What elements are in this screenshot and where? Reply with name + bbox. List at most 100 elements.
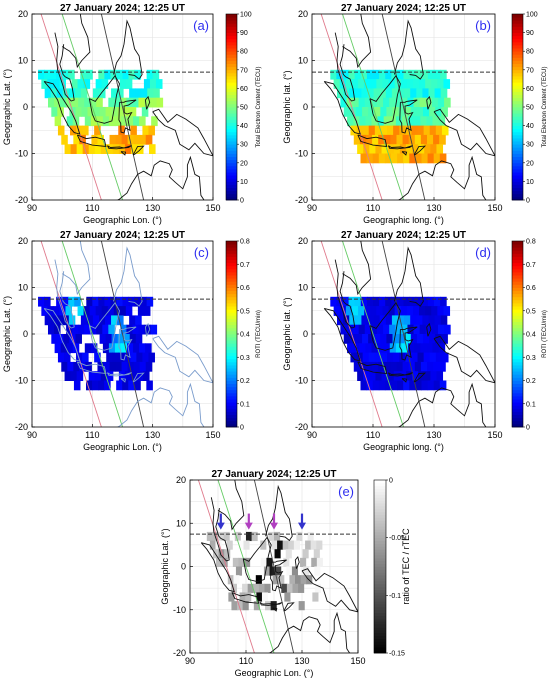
data-cell — [381, 371, 389, 381]
chart-title: 27 January 2024; 12:25 UT — [211, 469, 336, 480]
data-cell — [56, 315, 64, 326]
data-cell — [333, 79, 341, 89]
data-cell — [434, 88, 442, 99]
data-cell — [123, 107, 131, 117]
colorbar-tick-label: 0 — [240, 198, 244, 205]
data-cell — [109, 361, 117, 372]
coastline — [399, 326, 418, 361]
colorbar-tick-label: 0.8 — [240, 239, 250, 246]
colorbar-tick-label: 70 — [526, 67, 534, 74]
y-tick-label: -20 — [173, 648, 186, 658]
colorbar-segment — [226, 76, 237, 80]
colorbar-segment — [512, 318, 523, 322]
map-content — [32, 241, 213, 427]
data-cell — [47, 79, 54, 89]
colorbar-segment — [226, 303, 237, 307]
data-cell — [343, 88, 350, 99]
colorbar-segment — [512, 259, 523, 264]
data-cell — [130, 125, 137, 136]
data-cell — [427, 380, 435, 391]
colorbar-segment — [226, 293, 237, 298]
data-cell — [57, 107, 64, 117]
colorbar-segment — [374, 650, 386, 654]
pink-track-line — [320, 241, 383, 427]
data-cell — [382, 79, 390, 89]
coastline — [144, 95, 151, 110]
data-cell — [80, 69, 87, 80]
data-cell — [54, 343, 62, 354]
colorbar-segment — [512, 405, 523, 409]
data-cell — [73, 361, 80, 372]
data-cell — [258, 583, 265, 593]
data-cell — [121, 134, 129, 145]
data-cell — [422, 88, 430, 99]
colorbar-tick-label: 0.5 — [240, 308, 250, 315]
data-cell — [373, 88, 381, 99]
data-cell — [60, 343, 68, 354]
colorbar-segment — [374, 485, 386, 490]
data-cell — [376, 97, 384, 108]
coastline — [283, 602, 295, 612]
data-cell — [91, 134, 98, 145]
data-cell — [53, 306, 60, 316]
colorbar-segment — [226, 172, 237, 176]
y-tick-label: 20 — [18, 9, 28, 19]
panel-label: (d) — [475, 245, 491, 260]
data-cells — [206, 531, 323, 611]
data-cell — [419, 79, 426, 89]
data-cell — [245, 592, 252, 602]
colorbar-segment — [226, 411, 237, 415]
data-cell — [350, 125, 358, 136]
data-cell — [274, 531, 281, 542]
colorbar-segment — [226, 281, 237, 285]
colorbar-tick-label: 60 — [240, 86, 248, 93]
data-cell — [414, 116, 421, 127]
colorbar-segment — [374, 644, 386, 648]
data-cell — [411, 125, 419, 136]
data-cell — [100, 144, 108, 154]
data-cell — [54, 116, 62, 127]
data-cell — [54, 324, 61, 335]
colorbar-segment — [226, 134, 237, 139]
data-cell — [253, 583, 260, 593]
colorbar-segment — [226, 94, 237, 99]
data-cell — [106, 144, 114, 154]
data-cell — [138, 97, 146, 108]
data-cell — [72, 97, 79, 108]
data-cell — [429, 125, 437, 136]
panel-b: 90 110 130 150 -20 -10 0 10 20 Geographic long. (… — [282, 3, 548, 225]
data-cell — [396, 134, 404, 145]
colorbar-segment — [374, 589, 386, 593]
data-cell — [82, 144, 90, 154]
data-cell — [291, 566, 299, 576]
data-cell — [118, 371, 126, 381]
data-cell — [65, 306, 73, 316]
colorbar-segment — [374, 635, 386, 639]
chart-title: 27 January 2024; 12:25 UT — [341, 3, 466, 14]
data-cell — [372, 153, 380, 164]
green-track-line — [217, 480, 275, 653]
data-cell — [282, 540, 289, 550]
data-cell — [384, 380, 392, 391]
data-cell — [127, 343, 134, 354]
y-tick-label: 20 — [298, 236, 308, 246]
colorbar-segment — [226, 399, 237, 403]
data-cell — [403, 69, 411, 80]
data-cell — [81, 107, 89, 117]
colorbar-segment — [226, 23, 237, 27]
colorbar-tick-label: 50 — [240, 105, 248, 112]
data-cell — [441, 107, 448, 117]
data-cell — [412, 306, 420, 316]
y-axis-label: Geographic Lat. (°) — [2, 296, 12, 372]
coastline — [152, 335, 213, 384]
data-cell — [378, 380, 386, 391]
y-tick-label: 10 — [298, 283, 308, 293]
colorbar-segment — [512, 380, 523, 384]
data-cell — [127, 116, 134, 127]
colorbar-segment — [374, 580, 386, 585]
data-cell — [246, 531, 253, 542]
colorbar-segment — [512, 79, 523, 83]
colorbar-segment — [374, 505, 386, 510]
data-cell — [105, 107, 113, 117]
colorbar-segment — [512, 417, 523, 422]
